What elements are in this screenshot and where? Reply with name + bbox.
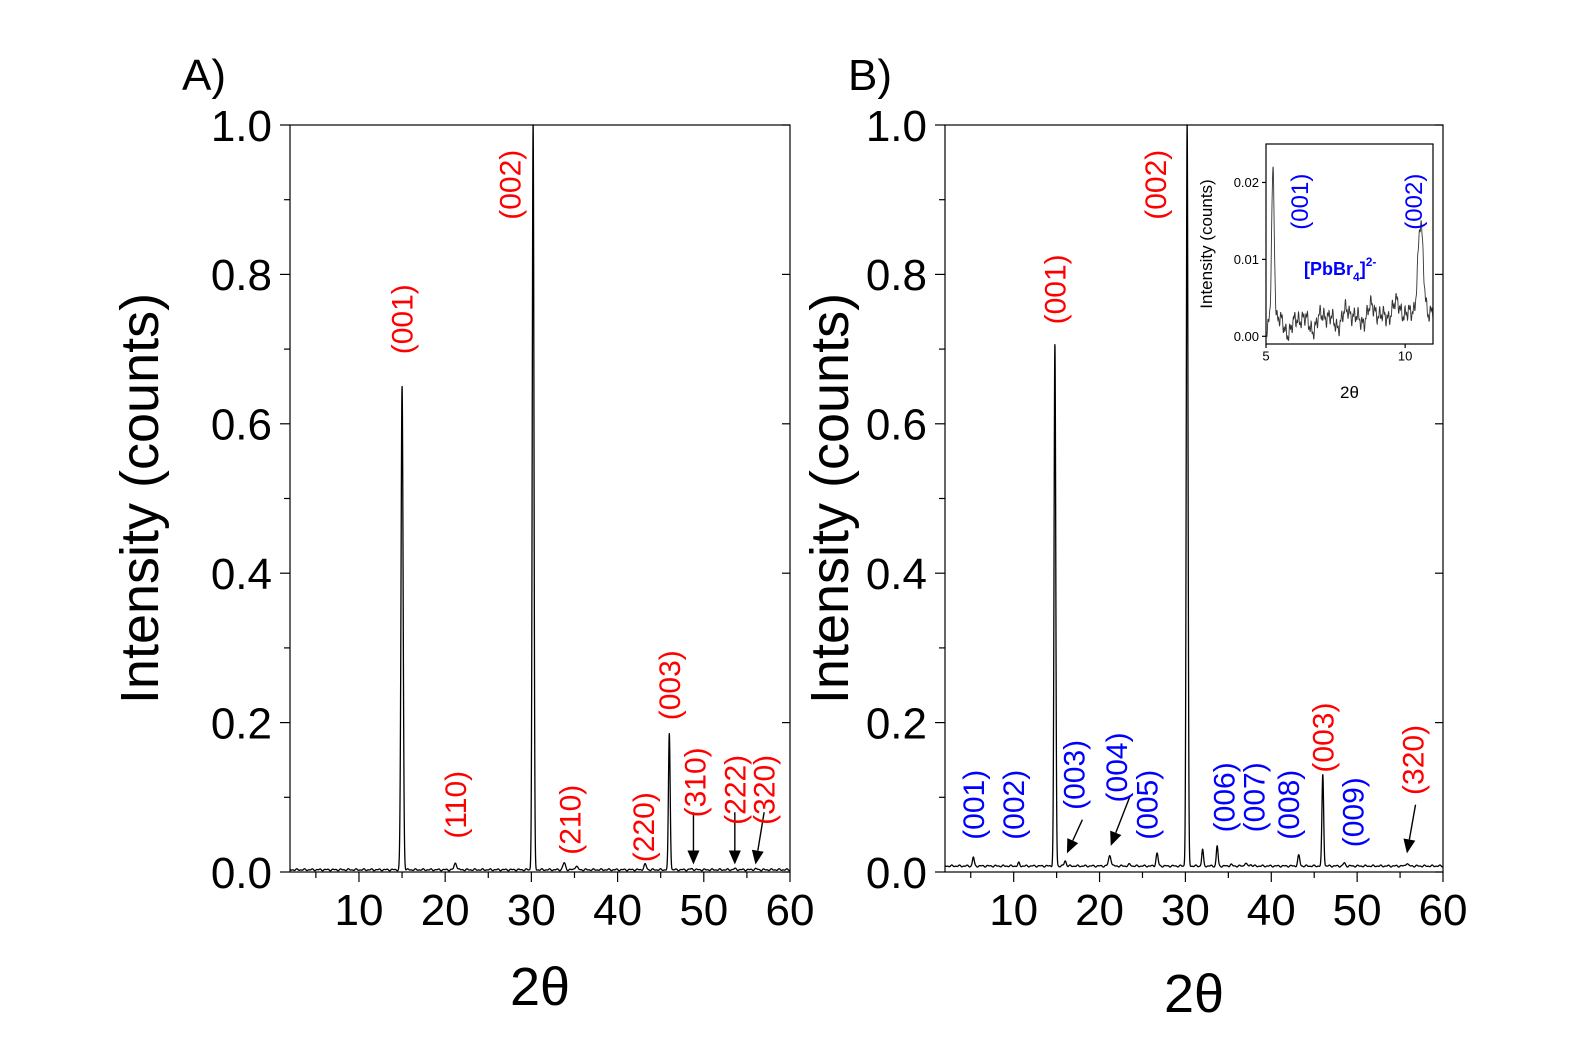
x-tick-label: 20 xyxy=(1075,886,1124,935)
y-tick-label: 0.2 xyxy=(211,699,272,748)
formula-subscript: 4 xyxy=(1353,270,1360,284)
peak-index-label: (222) xyxy=(719,755,752,825)
x-tick-label: 10 xyxy=(334,886,383,935)
inset-x-axis-label: 2θ xyxy=(1340,383,1359,402)
inset-y-tick-label: 0.01 xyxy=(1234,252,1259,267)
peak-index-label: (004) xyxy=(1101,732,1134,802)
annotation-arrowhead xyxy=(1066,838,1079,854)
annotation-arrow xyxy=(1072,819,1084,841)
peak-index-label: (007) xyxy=(1239,762,1272,832)
plot-frame xyxy=(289,124,791,873)
inset-x-tick-label: 10 xyxy=(1398,349,1412,364)
peak-index-label: (310) xyxy=(680,747,713,817)
panel-a-chart: 0.0 0.2 0.4 0.6 0.8 1.0 10 20 30 40 50 60 2θ Intensit… xyxy=(110,51,814,1017)
annotation-arrowhead xyxy=(751,849,764,865)
peak-index-label: (001) xyxy=(1039,254,1072,324)
annotation-arrowhead xyxy=(1403,838,1416,854)
peak-index-label: (320) xyxy=(1397,725,1430,795)
formula-superscript: 2- xyxy=(1366,255,1377,269)
x-tick-label: 40 xyxy=(1247,886,1296,935)
y-axis-label: Intensity (counts) xyxy=(800,293,860,704)
panel-b-chart: 0.0 0.2 0.4 0.6 0.8 1.0 10 20 30 40 50 60 2θ Intensit… xyxy=(800,51,1467,1024)
annotation-arrowhead xyxy=(687,850,700,865)
inset-plot-frame xyxy=(1265,143,1434,345)
annotation-arrow xyxy=(1115,797,1131,834)
y-tick-label: 0.6 xyxy=(866,401,927,450)
formula-bracket: ] xyxy=(1360,259,1366,279)
peak-index-label: (320) xyxy=(749,755,782,825)
peak-index-label: (110) xyxy=(440,771,473,839)
x-tick-label: 20 xyxy=(421,886,470,935)
y-tick-label: 0.4 xyxy=(866,550,927,599)
y-tick-label: 0.8 xyxy=(866,251,927,300)
x-tick-label: 10 xyxy=(989,886,1038,935)
annotation-arrow xyxy=(757,812,765,851)
inset-formula-label: [PbBr4]2- xyxy=(1304,255,1376,284)
peak-index-label: (002) xyxy=(998,770,1031,840)
peak-index-label: (002) xyxy=(1140,150,1173,220)
series-line xyxy=(945,124,1443,868)
formula-main: [PbBr xyxy=(1304,259,1353,279)
peak-index-label: (001) xyxy=(958,770,991,840)
x-tick-label: 60 xyxy=(1419,886,1468,935)
y-tick-label: 0.4 xyxy=(211,550,272,599)
panel-label: A) xyxy=(182,51,226,100)
peak-index-label: (003) xyxy=(1058,740,1091,810)
inset-x-tick-label: 5 xyxy=(1262,349,1269,364)
panel-label: B) xyxy=(848,51,892,100)
peak-index-label: (002) xyxy=(494,150,527,220)
inset-series-line xyxy=(1266,166,1433,341)
y-tick-label: 0.6 xyxy=(211,401,272,450)
y-tick-label: 1.0 xyxy=(866,102,927,151)
x-tick-label: 30 xyxy=(1161,886,1210,935)
x-axis-label: 2θ xyxy=(1164,964,1224,1024)
annotation-arrowhead xyxy=(1110,830,1122,846)
x-tick-label: 40 xyxy=(593,886,642,935)
peak-index-label: (003) xyxy=(654,650,687,720)
annotation-arrowhead xyxy=(728,850,741,865)
x-tick-label: 50 xyxy=(679,886,728,935)
y-tick-label: 0.2 xyxy=(866,699,927,748)
inset-chart: 0.00 0.01 0.02 5 10 2θ Intensity (counts) (001)… xyxy=(1197,143,1434,402)
peak-index-label: (008) xyxy=(1273,770,1306,840)
inset-y-tick-label: 0.00 xyxy=(1234,329,1259,344)
x-tick-label: 30 xyxy=(507,886,556,935)
x-axis-label: 2θ xyxy=(510,957,570,1017)
y-tick-label: 1.0 xyxy=(211,102,272,151)
peak-index-label: (220) xyxy=(628,792,661,862)
y-tick-label: 0.8 xyxy=(211,251,272,300)
peak-index-label: (210) xyxy=(555,785,588,855)
inset-peak-index-label: (001) xyxy=(1287,174,1314,230)
annotation-arrow xyxy=(1408,804,1417,840)
peak-index-label: (003) xyxy=(1307,703,1340,773)
y-tick-label: 0.0 xyxy=(866,849,927,898)
inset-peak-index-label: (002) xyxy=(1401,174,1428,230)
series-line xyxy=(290,124,790,872)
inset-y-axis-label: Intensity (counts) xyxy=(1197,179,1216,308)
plot-frame xyxy=(944,124,1444,873)
peak-index-label: (009) xyxy=(1337,777,1370,847)
x-tick-label: 50 xyxy=(1333,886,1382,935)
inset-y-tick-label: 0.02 xyxy=(1234,175,1259,190)
inset-peak-point xyxy=(1420,251,1422,253)
y-tick-label: 0.0 xyxy=(211,849,272,898)
peak-index-label: (006) xyxy=(1209,762,1242,832)
y-axis-label: Intensity (counts) xyxy=(110,293,170,704)
peak-index-label: (001) xyxy=(387,284,420,354)
x-tick-label: 60 xyxy=(766,886,815,935)
peak-index-label: (005) xyxy=(1131,770,1164,840)
